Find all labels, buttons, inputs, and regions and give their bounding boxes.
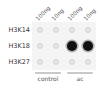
group-line [67,73,93,74]
panel [32,22,96,70]
dot-empty [70,28,75,33]
dot-empty [54,28,59,33]
column-label: 100ng [66,5,83,22]
dots [38,28,95,65]
column-label: 100ng [34,5,51,22]
group-label: ac [77,75,84,82]
dot-glow [82,40,95,53]
column-label: 10ng [82,8,97,23]
dot-empty [38,60,43,65]
dot-full [83,41,93,51]
row-label: H3K18 [8,42,30,50]
dot-glow [66,40,79,53]
column-label: 10ng [50,8,65,23]
dot-full [67,41,77,51]
chart-container: H3K14H3K18H3K27100ng10ng100ng10ngcontrol… [0,0,108,91]
row-label: H3K27 [8,58,30,66]
dot-empty [86,28,91,33]
dot-empty [86,60,91,65]
chart: H3K14H3K18H3K27100ng10ng100ng10ngcontrol… [0,0,108,91]
dot-empty [54,60,59,65]
group-line [35,73,61,74]
dot-empty [70,60,75,65]
dot-empty [54,44,59,49]
row-label: H3K14 [8,26,30,34]
dot-empty [38,28,43,33]
dot-empty [38,44,43,49]
group-label: control [38,75,59,82]
